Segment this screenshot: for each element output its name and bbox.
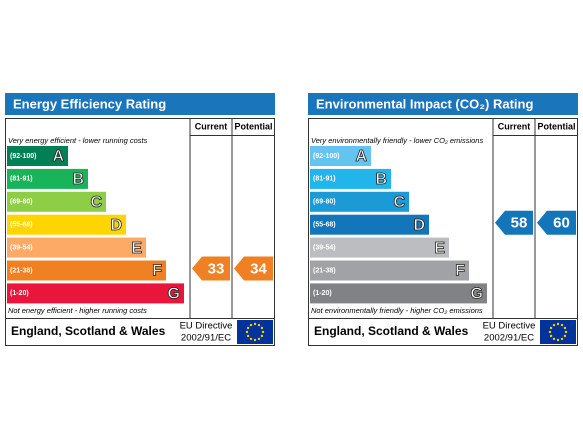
eu-star	[556, 338, 560, 342]
band-bar	[7, 237, 146, 258]
band-range: (69-80)	[10, 199, 33, 206]
band-letter: G	[168, 286, 180, 303]
band-range: (1-20)	[313, 290, 332, 297]
bottom-note: Not energy efficient - higher running co…	[8, 306, 147, 315]
band-range: (92-100)	[10, 153, 36, 160]
eu-star	[260, 326, 264, 330]
band-letter: E	[434, 240, 445, 257]
eu-star	[548, 330, 552, 334]
eu-star	[249, 323, 253, 327]
band-bar	[7, 191, 106, 212]
column-header: Potential	[537, 121, 575, 131]
eu-star	[552, 337, 556, 341]
band-range: (81-91)	[10, 176, 33, 183]
eu-star	[261, 330, 265, 334]
band-range: (21-38)	[10, 267, 33, 274]
band-letter: F	[152, 263, 162, 280]
footer-directive-code: 2002/91/EC	[484, 333, 534, 344]
band-letter: G	[471, 286, 483, 303]
rating-arrow	[495, 210, 533, 235]
panel-header	[308, 93, 578, 115]
top-note: Very environmentally friendly - lower CO…	[311, 136, 483, 145]
eu-star	[245, 330, 249, 334]
band-letter: C	[90, 194, 102, 211]
eu-star	[253, 322, 257, 326]
band-letter: C	[393, 194, 405, 211]
rating-arrow	[537, 210, 576, 235]
band-range: (81-91)	[313, 176, 336, 183]
bottom-note: Not environmentally friendly - higher CO…	[311, 306, 483, 315]
band-letter: E	[131, 240, 142, 257]
band-letter: A	[52, 148, 64, 165]
band-bar	[310, 214, 429, 235]
band-range: (39-54)	[313, 244, 336, 251]
eu-star	[560, 323, 564, 327]
eu-star	[257, 323, 261, 327]
rating-value: 34	[250, 260, 267, 277]
panel-frame	[308, 118, 578, 346]
band-range: (55-68)	[10, 222, 33, 229]
band-range: (21-38)	[313, 267, 336, 274]
rating-arrow	[192, 256, 230, 281]
footer-directive: EU Directive	[483, 321, 536, 332]
rating-value: 33	[208, 260, 225, 277]
band-bar	[7, 214, 126, 235]
column-header: Potential	[234, 121, 272, 131]
panel-title: Environmental Impact (CO₂) Rating	[316, 96, 533, 111]
band-bar	[310, 283, 487, 304]
footer-directive-code: 2002/91/EC	[181, 333, 231, 344]
band-letter: D	[413, 217, 425, 234]
band-letter: B	[375, 171, 387, 188]
rating-value: 60	[553, 215, 570, 232]
eu-star	[253, 338, 257, 342]
band-letter: A	[355, 148, 367, 165]
band-range: (69-80)	[313, 199, 336, 206]
band-bar	[310, 260, 469, 281]
footer-region: England, Scotland & Wales	[314, 324, 469, 338]
eu-star	[560, 337, 564, 341]
footer-region: England, Scotland & Wales	[11, 324, 166, 338]
column-header: Current	[498, 121, 531, 131]
eu-star	[564, 330, 568, 334]
column-header: Current	[195, 121, 228, 131]
band-letter: D	[110, 217, 122, 234]
band-bar	[7, 168, 88, 189]
eu-star	[249, 337, 253, 341]
panel-header	[5, 93, 275, 115]
eu-star	[246, 326, 250, 330]
eu-star	[563, 334, 567, 338]
band-bar	[310, 168, 391, 189]
band-range: (39-54)	[10, 244, 33, 251]
eu-star	[549, 334, 553, 338]
band-range: (55-68)	[313, 222, 336, 229]
band-letter: B	[72, 171, 84, 188]
footer-directive: EU Directive	[180, 321, 233, 332]
band-bar	[7, 260, 166, 281]
band-bar	[310, 237, 449, 258]
eu-star	[552, 323, 556, 327]
band-bar	[310, 146, 371, 166]
top-note: Very energy efficient - lower running co…	[8, 136, 148, 145]
band-bar	[310, 191, 409, 212]
eu-star	[260, 334, 264, 338]
band-bar	[7, 283, 184, 304]
eu-star	[549, 326, 553, 330]
rating-arrow	[234, 256, 273, 281]
rating-value: 58	[511, 215, 528, 232]
eu-star	[556, 322, 560, 326]
eu-star	[257, 337, 261, 341]
eu-star	[563, 326, 567, 330]
band-bar	[7, 146, 68, 166]
band-range: (92-100)	[313, 153, 339, 160]
band-range: (1-20)	[10, 290, 29, 297]
panel-frame	[5, 118, 275, 346]
eu-star	[246, 334, 250, 338]
band-letter: F	[455, 263, 465, 280]
panel-title: Energy Efficiency Rating	[13, 96, 166, 111]
